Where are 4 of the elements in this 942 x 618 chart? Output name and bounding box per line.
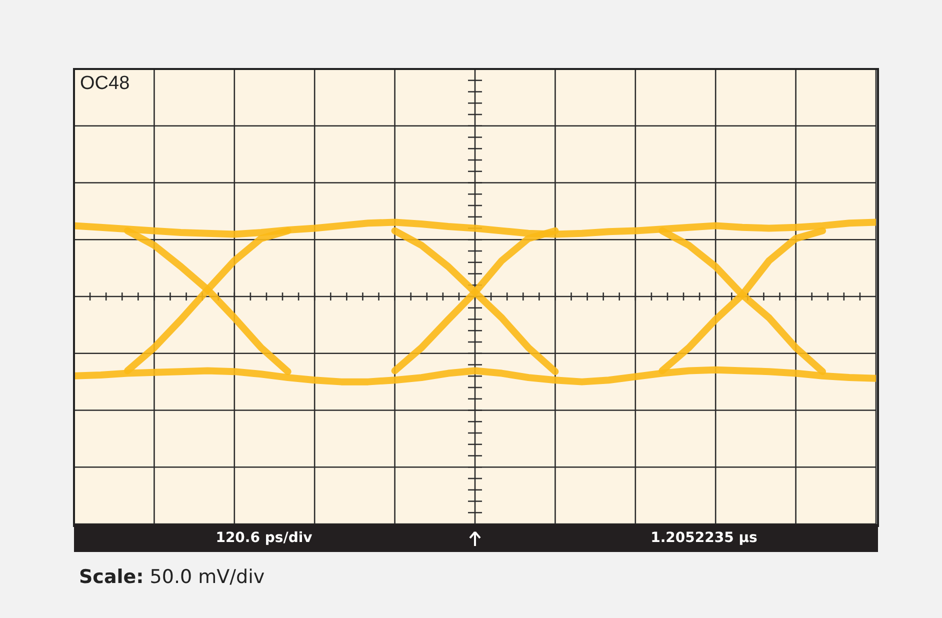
- text: OC48: [80, 73, 130, 95]
- text: 1.2052235 μs: [650, 530, 758, 546]
- text: Scale: 50.0 mV/div: [79, 566, 265, 588]
- text: 120.6 ps/div: [214, 530, 314, 546]
